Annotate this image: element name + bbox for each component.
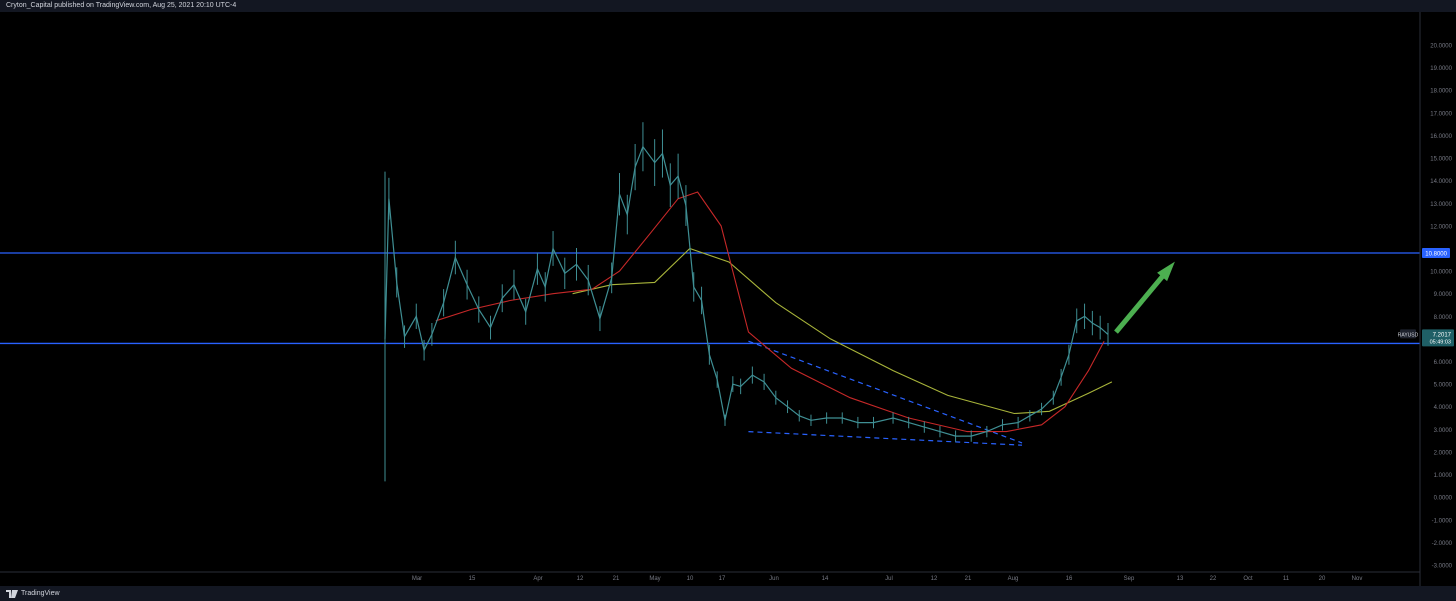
y-tick-label: 13.0000 [1430,202,1452,208]
trendline-0 [748,341,1022,443]
y-tick-label: 0.0000 [1434,496,1453,502]
x-tick-label: Jul [885,576,893,582]
x-tick-label: 12 [577,576,584,582]
symbol-label: RAYUSD [1398,332,1419,338]
x-tick-label: Sep [1124,576,1135,582]
countdown-label: 05:49:03 [1430,339,1451,345]
x-tick-label: 12 [931,576,938,582]
x-tick-label: 21 [613,576,620,582]
x-tick-label: May [649,576,660,582]
x-tick-label: 21 [965,576,972,582]
ma-slow-layer [573,249,1112,414]
y-tick-label: 16.0000 [1430,134,1452,140]
ma-fast-line [436,192,1104,432]
y-tick-label: 5.0000 [1434,383,1453,389]
y-tick-label: 19.0000 [1430,66,1452,72]
x-tick-label: Nov [1352,576,1363,582]
chart-area[interactable]: -3.0000 -2.0000 -1.0000 0.0000 1.0000 2.0000 3… [0,12,1456,586]
ma-fast-layer [436,192,1104,432]
horizontal-levels [0,253,1420,343]
y-tick-label: 4.0000 [1434,405,1453,411]
y-tick-label: 6.0000 [1434,360,1453,366]
x-tick-label: Jun [769,576,779,582]
y-tick-label: 1.0000 [1434,473,1453,479]
y-tick-label: 15.0000 [1430,157,1452,163]
last-price-label: 7.2017 [1433,332,1452,338]
y-tick-label: 3.0000 [1434,428,1453,434]
trendlines [748,341,1022,445]
x-tick-label: 16 [1066,576,1073,582]
x-tick-label: 13 [1177,576,1184,582]
y-axis: -3.0000 -2.0000 -1.0000 0.0000 1.0000 2.0000 3… [1420,12,1456,586]
y-tick-label: 10.0000 [1430,270,1452,276]
publish-text: Cryton_Capital published on TradingView.… [0,2,236,9]
x-tick-label: 22 [1210,576,1217,582]
publish-bar: Cryton_Capital published on TradingView.… [0,0,1456,12]
y-tick-label: 18.0000 [1430,89,1452,95]
y-tick-label: 8.0000 [1434,315,1453,321]
tradingview-logo-icon [6,590,18,598]
forecast-arrow-icon [1114,262,1175,334]
price-layer [385,122,1108,481]
x-tick-label: 15 [469,576,476,582]
ma-slow-line [573,249,1112,414]
y-tick-label: -3.0000 [1432,564,1453,570]
level-price-label: 10.8000 [1425,252,1447,258]
y-tick-label: -2.0000 [1432,541,1453,547]
y-tick-label: 9.0000 [1434,292,1453,298]
price-line [385,147,1108,436]
y-tick-label: 12.0000 [1430,224,1452,230]
y-tick-label: 17.0000 [1430,111,1452,117]
footer-bar: TradingView [0,586,1456,601]
x-tick-label: Apr [533,576,542,582]
tradingview-brand[interactable]: TradingView [6,586,60,601]
x-tick-label: 14 [822,576,829,582]
y-tick-label: 20.0000 [1430,44,1452,50]
x-axis: Mar 15 Apr 12 21 May 10 17 Jun 14 Jul 12 21 Aug 16 Sep 1… [0,572,1420,582]
y-tick-label: -1.0000 [1432,518,1453,524]
y-tick-label: 2.0000 [1434,450,1453,456]
brand-label: TradingView [21,586,60,601]
forecast-arrow-layer [1114,262,1175,334]
x-tick-label: Mar [412,576,422,582]
x-tick-label: 10 [687,576,694,582]
x-tick-label: Oct [1243,576,1253,582]
x-tick-label: 20 [1319,576,1326,582]
x-tick-label: Aug [1008,576,1019,582]
x-tick-label: 17 [719,576,726,582]
x-tick-label: 11 [1283,576,1290,582]
y-tick-label: 14.0000 [1430,179,1452,185]
price-chart[interactable]: -3.0000 -2.0000 -1.0000 0.0000 1.0000 2.0000 3… [0,12,1456,586]
